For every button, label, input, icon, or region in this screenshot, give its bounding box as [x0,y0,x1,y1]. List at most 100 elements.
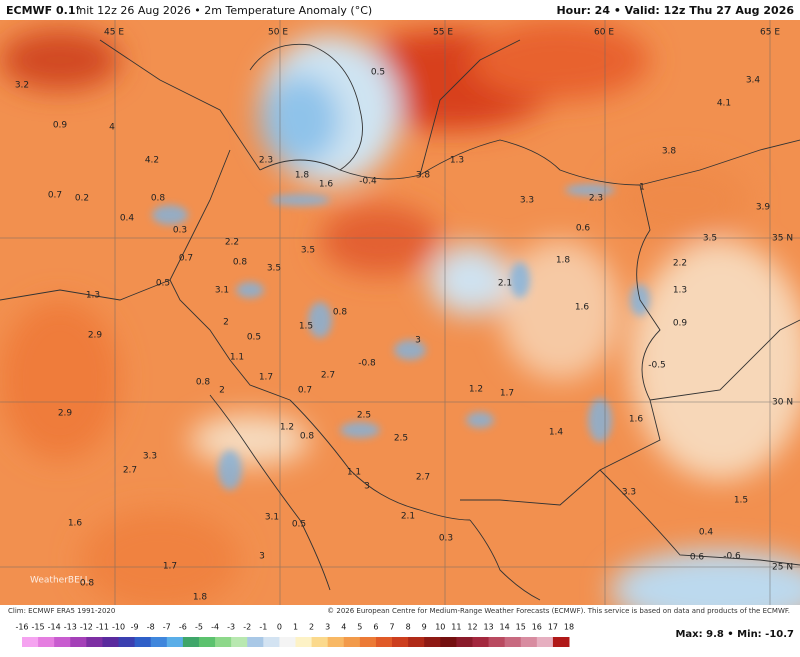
colorbar-tick-label: -5 [195,623,203,632]
colorbar-swatch [166,637,184,647]
colorbar-tick-label: 5 [357,623,362,632]
anomaly-value: 3 [364,482,370,492]
colorbar-swatch [343,637,361,647]
anomaly-value: 2.2 [225,238,239,248]
colorbar-tick-label: -16 [15,623,28,632]
anomaly-value: -0.8 [358,359,376,369]
anomaly-value: 1.2 [469,385,483,395]
anomaly-value: 2.1 [498,279,512,289]
anomaly-value: 0.5 [156,279,170,289]
colorbar-tick-label: -8 [147,623,155,632]
anomaly-value: 1.7 [500,389,514,399]
colorbar-swatch [118,637,136,647]
anomaly-value: 0.7 [298,386,312,396]
colorbar-tick-label: 1 [293,623,298,632]
anomaly-value: 3.1 [215,286,229,296]
anomaly-value: 0.6 [576,224,591,234]
colorbar-swatch [472,637,490,647]
anomaly-value: 1.3 [86,291,100,301]
anomaly-value: 0.5 [247,333,261,343]
anomaly-value: 0.9 [53,121,68,131]
colorbar-swatch [504,637,522,647]
colorbar-swatch [520,637,538,647]
anomaly-value: -0.6 [723,552,741,562]
anomaly-value: 2.5 [357,411,371,421]
colorbar-tick-label: 17 [548,623,558,632]
colorbar-tick-label: -4 [211,623,219,632]
max-min: Max: 9.8 • Min: -10.7 [675,629,794,640]
colorbar-tick-label: -1 [259,623,267,632]
colorbar-swatch [86,637,103,647]
anomaly-value: 3.8 [662,147,677,157]
anomaly-value: 0.2 [75,194,89,204]
colorbar-swatch [215,637,232,647]
climatology-note: Clim: ECMWF ERA5 1991-2020 [8,607,115,615]
anomaly-value: 1.6 [629,415,644,425]
anomaly-value: 1 [639,183,645,193]
anomaly-value: 2 [219,386,225,396]
anomaly-value: 4 [109,123,115,133]
colorbar-tick-label: -3 [227,623,235,632]
colorbar-swatch [327,637,345,647]
colorbar-swatch [150,637,168,647]
anomaly-value: 1.8 [295,171,310,181]
coordinate-label: 60 E [594,28,614,38]
anomaly-value: 0.8 [333,308,348,318]
coordinate-label: 30 N [772,398,793,408]
colorbar: -16 -15 -14 -13 -12 -11 -10 -9 -8 -7 -6 -5 -4 -3 -2 -1 0… [15,623,574,647]
anomaly-value: 2.9 [58,409,73,419]
colorbar-swatch [408,637,425,647]
coordinate-label: 25 N [772,563,793,573]
colorbar-swatch [231,637,248,647]
colorbar-tick-label: 4 [341,623,346,632]
colorbar-tick-label: 2 [309,623,314,632]
colorbar-tick-label: -11 [96,623,109,632]
anomaly-value: 3 [259,552,265,562]
colorbar-tick-label: 18 [564,623,574,632]
colorbar-swatch [295,637,313,647]
anomaly-value: 1.6 [575,303,590,313]
anomaly-value: 1.3 [673,286,687,296]
credit-note: © 2026 European Centre for Medium-Range … [327,607,790,615]
colorbar-swatch [38,637,55,647]
colorbar-swatch [247,637,264,647]
borders [0,39,800,601]
colorbar-tick-label: 16 [532,623,542,632]
anomaly-value: 0.8 [196,378,211,388]
anomaly-value: 3.3 [520,196,534,206]
colorbar-tick-label: 14 [500,623,510,632]
anomaly-value: 1.8 [556,256,571,266]
anomaly-value: 2.2 [673,259,687,269]
colorbar-swatch [375,637,393,647]
anomaly-value: 0.8 [233,258,248,268]
anomaly-value: 3.1 [265,513,279,523]
anomaly-value: 0.4 [699,528,714,538]
anomaly-value: 1.6 [68,519,83,529]
anomaly-value: 3.3 [622,488,636,498]
anomaly-value: 0.8 [151,194,166,204]
colorbar-tick-label: 0 [277,623,282,632]
colorbar-tick-label: -6 [179,623,187,632]
anomaly-value: -0.4 [359,177,377,187]
lat-lon-grid [0,20,800,605]
anomaly-value: 1.2 [280,423,294,433]
anomaly-value: 2.1 [401,512,415,522]
anomaly-value: 0.5 [292,520,306,530]
colorbar-swatch [440,637,457,647]
anomaly-value: 1.1 [230,353,244,363]
colorbar-tick-label: 12 [467,623,477,632]
colorbar-tick-label: 6 [373,623,378,632]
logo: WeatherBELL [30,576,90,586]
anomaly-value: 2.3 [589,194,603,204]
anomaly-value: 3 [415,336,421,346]
anomaly-value: 0.9 [673,319,688,329]
anomaly-value: 1.1 [347,468,361,478]
anomaly-value: 2.3 [259,156,273,166]
colorbar-swatch [263,637,280,647]
colorbar-tick-label: -13 [64,623,77,632]
colorbar-tick-label: -15 [32,623,45,632]
colorbar-swatch [359,637,377,647]
colorbar-swatch [182,637,200,647]
colorbar-tick-label: 8 [406,623,411,632]
